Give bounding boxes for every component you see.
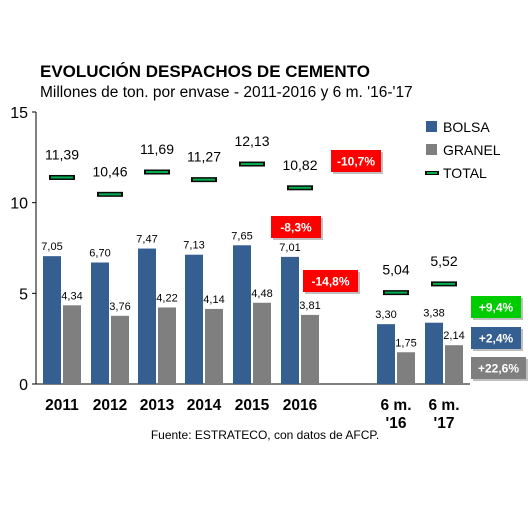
granel-bar: [63, 305, 81, 384]
legend-label-total: TOTAL: [443, 165, 487, 181]
granel-bar: [253, 302, 271, 384]
annotation-box: [471, 327, 521, 349]
granel-data-label: 1,75: [395, 337, 416, 349]
bolsa-data-label: 7,47: [136, 234, 157, 246]
legend-swatch-granel: [426, 144, 437, 155]
bars: 7,05 4,34 11,39 6,70 3,76 10,46 7,47 4,22 11,69 7…: [41, 133, 465, 384]
granel-data-label: 4,34: [61, 290, 82, 302]
annotation-label: +2,4%: [479, 332, 514, 346]
total-data-label: 5,52: [430, 253, 457, 269]
annotation-box: [331, 150, 381, 172]
total-data-label: 10,46: [92, 163, 127, 179]
bolsa-data-label: 7,13: [183, 240, 204, 252]
bolsa-bar: [43, 256, 61, 384]
source-note: Fuente: ESTRATECO, con datos de AFCP.: [150, 428, 380, 442]
granel-bar: [301, 314, 319, 384]
x-tick-label: 2011: [45, 397, 79, 414]
total-data-label: 10,82: [282, 157, 317, 173]
total-marker: [289, 186, 311, 189]
granel-data-label: 4,14: [203, 294, 224, 306]
total-data-label: 11,27: [187, 149, 221, 165]
x-tick-label: 2014: [187, 397, 222, 414]
bolsa-data-label: 7,05: [41, 241, 62, 253]
bolsa-bar: [377, 324, 395, 384]
bolsa-data-label: 3,38: [423, 308, 444, 320]
bolsa-bar: [91, 262, 109, 384]
legend: BOLSA GRANEL TOTAL: [425, 119, 501, 181]
y-tick-label: 10: [10, 196, 28, 213]
annotation-label: +22,6%: [478, 362, 519, 376]
granel-bar: [445, 345, 463, 384]
total-marker: [146, 171, 168, 174]
annotation-label: -10,7%: [337, 155, 375, 169]
y-tick-label: 0: [19, 377, 28, 394]
total-marker: [51, 176, 73, 179]
chart-subtitle: Millones de ton. por envase - 2011-2016 …: [40, 84, 413, 101]
legend-label-granel: GRANEL: [443, 142, 501, 158]
granel-bar: [205, 308, 223, 384]
total-data-label: 12,13: [234, 133, 269, 149]
total-marker: [385, 291, 407, 294]
total-marker: [99, 193, 121, 196]
granel-data-label: 2,14: [443, 330, 464, 342]
x-tick-label: 2013: [140, 397, 175, 414]
chart-title: EVOLUCIÓN DESPACHOS DE CEMENTO: [40, 62, 370, 81]
granel-data-label: 4,48: [251, 288, 272, 300]
bolsa-data-label: 7,01: [279, 242, 300, 254]
bolsa-bar: [425, 322, 443, 384]
annotation-box: [471, 357, 526, 379]
total-data-label: 5,04: [382, 262, 409, 278]
x-tick-label: 2016: [283, 397, 318, 414]
granel-data-label: 3,76: [109, 301, 130, 313]
bolsa-data-label: 3,30: [375, 309, 396, 321]
bolsa-data-label: 7,65: [231, 230, 252, 242]
annotation-box: [471, 296, 521, 318]
x-tick-label: 2015: [235, 397, 270, 414]
bolsa-bar: [281, 256, 299, 384]
annotation-label: -14,8%: [311, 275, 349, 289]
annotation-box: [303, 270, 358, 292]
legend-swatch-bolsa: [426, 121, 437, 132]
bolsa-bar: [233, 245, 251, 384]
total-marker: [433, 282, 455, 285]
x-tick-label: 6 m.: [428, 397, 459, 414]
legend-label-bolsa: BOLSA: [443, 119, 490, 135]
granel-data-label: 4,22: [156, 292, 177, 304]
y-tick-label: 15: [10, 105, 28, 122]
total-marker: [193, 178, 215, 181]
granel-bar: [158, 307, 176, 384]
annotation-label: +9,4%: [479, 301, 514, 315]
x-tick-label: '17: [434, 415, 455, 432]
total-data-label: 11,39: [45, 146, 79, 162]
annotation-box: [271, 216, 321, 238]
x-tick-label: 2012: [93, 397, 127, 414]
bolsa-bar: [138, 248, 156, 384]
total-marker: [241, 163, 263, 166]
bolsa-bar: [185, 254, 203, 384]
annotations: -10,7% -8,3% -14,8% +9,4% +2,4% +22,6%: [271, 150, 528, 381]
granel-bar: [397, 352, 415, 384]
granel-bar: [111, 315, 129, 384]
x-tick-label: '16: [386, 415, 407, 432]
annotation-label: -8,3%: [280, 221, 312, 235]
granel-data-label: 3,81: [299, 300, 320, 312]
bolsa-data-label: 6,70: [89, 248, 110, 260]
y-tick-label: 5: [19, 286, 28, 303]
total-data-label: 11,69: [140, 141, 174, 157]
legend-swatch-total: [427, 172, 437, 174]
x-tick-label: 6 m.: [380, 397, 411, 414]
